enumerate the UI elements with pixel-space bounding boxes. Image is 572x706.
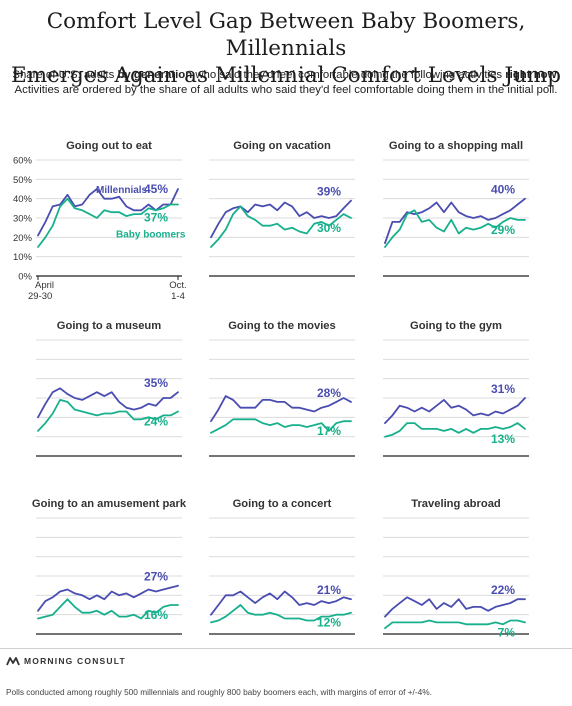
millennials-line xyxy=(37,584,179,612)
millennials-value-label: 31% xyxy=(491,382,515,396)
millennials-line xyxy=(210,199,352,239)
millennials-line xyxy=(210,395,352,423)
subtitle-line-2: Activities are ordered by the share of a… xyxy=(14,84,558,96)
legend-baby-boomers: Baby boomers xyxy=(116,229,186,240)
title-line-2: Emerges Again as Millennial Comfort Leve… xyxy=(11,63,561,88)
millennials-value-label: 40% xyxy=(491,183,515,197)
y-tick-label: 30% xyxy=(13,214,33,225)
millennials-value-label: 28% xyxy=(317,386,341,400)
millennials-value-label: 22% xyxy=(491,583,515,597)
x-tick-label: 1-4 xyxy=(171,291,185,302)
boomers-line xyxy=(37,398,179,432)
legend-millennials: Millennials xyxy=(96,185,148,196)
subtitle-text-2: who said they'd feel comfortable doing t… xyxy=(192,69,506,81)
panel-title: Going to a concert xyxy=(233,498,332,510)
boomers-line xyxy=(384,422,526,438)
millennials-line xyxy=(37,387,179,419)
y-tick-label: 20% xyxy=(13,233,33,244)
boomers-value-label: 24% xyxy=(144,415,168,429)
boomers-value-label: 7% xyxy=(498,625,516,639)
y-tick-label: 60% xyxy=(13,156,33,167)
boomers-line xyxy=(210,205,352,248)
millennials-line xyxy=(384,397,526,425)
boomers-line xyxy=(37,197,179,248)
boomers-line xyxy=(37,598,179,620)
subtitle-bold-1: by generation xyxy=(117,69,193,81)
morning-consult-logo: MORNING CONSULT xyxy=(6,656,126,666)
millennials-value-label: 27% xyxy=(144,570,168,584)
chart-title: Comfort Level Gap Between Baby Boomers, … xyxy=(0,8,572,89)
subtitle-text-1: Share of U.S. adults xyxy=(12,69,118,81)
logo-mark-icon xyxy=(6,657,20,666)
millennials-value-label: 21% xyxy=(317,583,341,597)
boomers-value-label: 17% xyxy=(317,424,341,438)
boomers-line xyxy=(384,619,526,630)
panel-title: Going to a shopping mall xyxy=(389,140,523,152)
panel-title: Going to the gym xyxy=(410,320,502,332)
subtitle-text-3: . xyxy=(556,69,560,81)
boomers-value-label: 13% xyxy=(491,432,515,446)
boomers-value-label: 30% xyxy=(317,221,341,235)
x-tick-label: Oct. xyxy=(169,280,186,291)
footer-divider xyxy=(0,648,572,649)
x-tick-label: 29-30 xyxy=(28,291,52,302)
panel-title: Going out to eat xyxy=(66,140,152,152)
millennials-line xyxy=(384,596,526,618)
logo-text: MORNING CONSULT xyxy=(24,656,126,666)
panel-title: Going to the movies xyxy=(228,320,336,332)
footer-note: Polls conducted among roughly 500 millen… xyxy=(6,687,432,697)
boomers-line xyxy=(210,418,352,434)
boomers-value-label: 37% xyxy=(144,210,168,224)
x-tick-label: April xyxy=(35,280,54,291)
millennials-line xyxy=(210,590,352,616)
subtitle-bold-2: right now xyxy=(505,69,557,81)
title-line-1: Comfort Level Gap Between Baby Boomers, … xyxy=(46,9,526,61)
small-multiples-charts: Going out to eat 0% 10% 20% 30% 40% 50% 60% Apri… xyxy=(13,140,529,639)
boomers-line xyxy=(384,209,526,248)
chart-subtitle: Share of U.S. adults by generation who s… xyxy=(0,68,572,98)
boomers-value-label: 12% xyxy=(317,616,341,630)
boomers-line xyxy=(210,604,352,624)
panel-title: Going to an amusement park xyxy=(32,498,187,510)
subtitle-line-1: Share of U.S. adults by generation who s… xyxy=(0,68,572,83)
y-tick-label: 0% xyxy=(18,272,32,283)
panel-title: Going on vacation xyxy=(233,140,331,152)
boomers-value-label: 29% xyxy=(491,223,515,237)
boomers-value-label: 16% xyxy=(144,608,168,622)
millennials-value-label: 35% xyxy=(144,376,168,390)
y-tick-label: 10% xyxy=(13,252,33,263)
y-tick-label: 40% xyxy=(13,194,33,205)
panel-title: Going to a museum xyxy=(57,320,161,332)
y-tick-label: 50% xyxy=(13,175,33,186)
panel-title: Traveling abroad xyxy=(411,498,501,510)
millennials-value-label: 39% xyxy=(317,185,341,199)
millennials-value-label: 45% xyxy=(144,182,168,196)
